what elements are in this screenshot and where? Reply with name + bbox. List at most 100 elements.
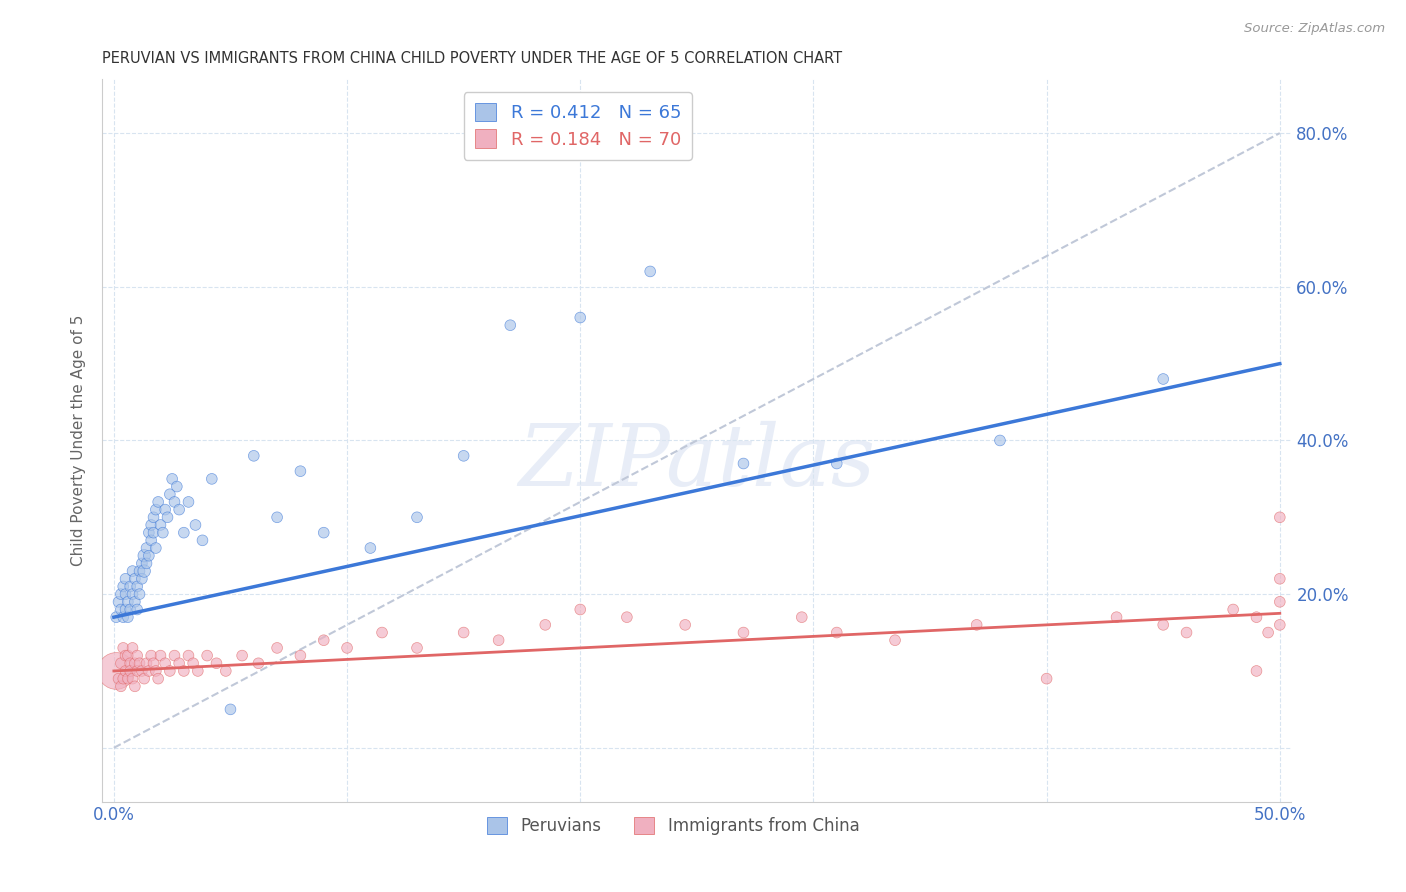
Immigrants from China (127, 648, 149, 663)
Immigrants from China (1152, 618, 1174, 632)
Immigrants from China (177, 648, 200, 663)
Peruvians (359, 541, 381, 555)
Peruvians (166, 479, 188, 493)
Peruvians (1152, 372, 1174, 386)
Peruvians (112, 610, 135, 624)
Peruvians (117, 595, 139, 609)
Immigrants from China (167, 657, 190, 671)
Peruvians (173, 525, 195, 540)
Immigrants from China (406, 640, 429, 655)
Peruvians (121, 564, 143, 578)
Legend: Peruvians, Immigrants from China: Peruvians, Immigrants from China (478, 809, 868, 844)
Peruvians (453, 449, 475, 463)
Immigrants from China (790, 610, 813, 624)
Immigrants from China (110, 679, 132, 693)
Immigrants from China (127, 664, 149, 678)
Peruvians (163, 495, 186, 509)
Immigrants from China (733, 625, 755, 640)
Peruvians (266, 510, 288, 524)
Immigrants from China (884, 633, 907, 648)
Peruvians (156, 510, 179, 524)
Peruvians (569, 310, 592, 325)
Peruvians (120, 602, 142, 616)
Peruvians (131, 572, 153, 586)
Immigrants from China (569, 602, 592, 616)
Peruvians (134, 549, 156, 563)
Immigrants from China (117, 648, 139, 663)
Peruvians (201, 472, 224, 486)
Peruvians (142, 525, 165, 540)
Immigrants from China (120, 657, 142, 671)
Immigrants from China (266, 640, 288, 655)
Peruvians (184, 518, 207, 533)
Immigrants from China (1175, 625, 1198, 640)
Immigrants from China (149, 648, 172, 663)
Immigrants from China (195, 648, 218, 663)
Peruvians (117, 610, 139, 624)
Immigrants from China (1268, 572, 1291, 586)
Peruvians (124, 572, 146, 586)
Immigrants from China (114, 648, 136, 663)
Immigrants from China (120, 664, 142, 678)
Immigrants from China (148, 672, 170, 686)
Peruvians (135, 541, 157, 555)
Immigrants from China (112, 640, 135, 655)
Peruvians (167, 502, 190, 516)
Peruvians (153, 502, 176, 516)
Peruvians (110, 587, 132, 601)
Immigrants from China (312, 633, 335, 648)
Immigrants from China (247, 657, 270, 671)
Peruvians (120, 579, 142, 593)
Peruvians (160, 472, 183, 486)
Immigrants from China (371, 625, 394, 640)
Peruvians (145, 502, 167, 516)
Immigrants from China (121, 640, 143, 655)
Immigrants from China (138, 664, 160, 678)
Peruvians (127, 602, 149, 616)
Peruvians (406, 510, 429, 524)
Immigrants from China (131, 664, 153, 678)
Immigrants from China (159, 664, 181, 678)
Text: ZIPatlas: ZIPatlas (519, 421, 876, 503)
Peruvians (114, 587, 136, 601)
Immigrants from China (163, 648, 186, 663)
Text: Source: ZipAtlas.com: Source: ZipAtlas.com (1244, 22, 1385, 36)
Immigrants from China (231, 648, 253, 663)
Immigrants from China (141, 648, 163, 663)
Immigrants from China (1268, 618, 1291, 632)
Y-axis label: Child Poverty Under the Age of 5: Child Poverty Under the Age of 5 (72, 315, 86, 566)
Peruvians (112, 579, 135, 593)
Immigrants from China (290, 648, 312, 663)
Immigrants from China (153, 657, 176, 671)
Immigrants from China (135, 657, 157, 671)
Immigrants from China (134, 672, 156, 686)
Immigrants from China (215, 664, 238, 678)
Peruvians (128, 587, 150, 601)
Peruvians (110, 602, 132, 616)
Peruvians (149, 518, 172, 533)
Peruvians (141, 533, 163, 548)
Peruvians (141, 518, 163, 533)
Immigrants from China (336, 640, 359, 655)
Peruvians (290, 464, 312, 478)
Immigrants from China (173, 664, 195, 678)
Text: PERUVIAN VS IMMIGRANTS FROM CHINA CHILD POVERTY UNDER THE AGE OF 5 CORRELATION C: PERUVIAN VS IMMIGRANTS FROM CHINA CHILD … (103, 51, 842, 66)
Peruvians (159, 487, 181, 501)
Immigrants from China (1268, 595, 1291, 609)
Peruvians (128, 564, 150, 578)
Peruvians (105, 610, 128, 624)
Immigrants from China (117, 672, 139, 686)
Peruvians (135, 557, 157, 571)
Immigrants from China (110, 657, 132, 671)
Immigrants from China (1105, 610, 1128, 624)
Peruvians (114, 572, 136, 586)
Immigrants from China (616, 610, 638, 624)
Immigrants from China (1268, 510, 1291, 524)
Peruvians (152, 525, 174, 540)
Peruvians (148, 495, 170, 509)
Immigrants from China (114, 664, 136, 678)
Immigrants from China (673, 618, 696, 632)
Peruvians (138, 549, 160, 563)
Immigrants from China (1246, 610, 1268, 624)
Peruvians (134, 564, 156, 578)
